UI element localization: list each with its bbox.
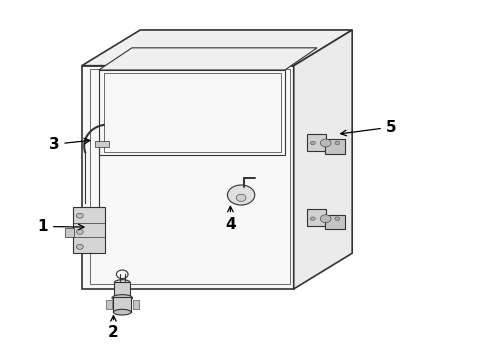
Text: 3: 3	[49, 137, 90, 152]
Circle shape	[310, 217, 315, 221]
Bar	[74, 207, 105, 253]
Circle shape	[320, 215, 331, 222]
Ellipse shape	[115, 280, 130, 285]
Circle shape	[76, 213, 83, 218]
Circle shape	[76, 244, 83, 249]
Ellipse shape	[112, 295, 132, 301]
Polygon shape	[95, 141, 109, 147]
Bar	[65, 228, 74, 237]
Bar	[133, 300, 139, 309]
Circle shape	[236, 194, 246, 202]
Polygon shape	[99, 48, 317, 70]
Bar	[114, 297, 131, 312]
Circle shape	[76, 229, 83, 234]
Polygon shape	[82, 30, 352, 66]
Circle shape	[310, 141, 315, 145]
Bar	[307, 209, 326, 226]
Bar	[325, 139, 345, 154]
Circle shape	[335, 217, 340, 221]
Text: 5: 5	[341, 120, 396, 136]
Polygon shape	[99, 70, 285, 155]
Text: 4: 4	[225, 206, 236, 232]
Circle shape	[320, 139, 331, 147]
Bar	[307, 134, 326, 151]
Bar	[115, 282, 130, 297]
Text: 1: 1	[38, 219, 84, 234]
Bar	[106, 300, 112, 309]
Bar	[325, 215, 345, 229]
Circle shape	[335, 141, 340, 145]
Polygon shape	[294, 30, 352, 289]
Text: 2: 2	[108, 316, 119, 341]
Ellipse shape	[114, 309, 131, 315]
Polygon shape	[82, 66, 294, 289]
Circle shape	[227, 185, 255, 205]
